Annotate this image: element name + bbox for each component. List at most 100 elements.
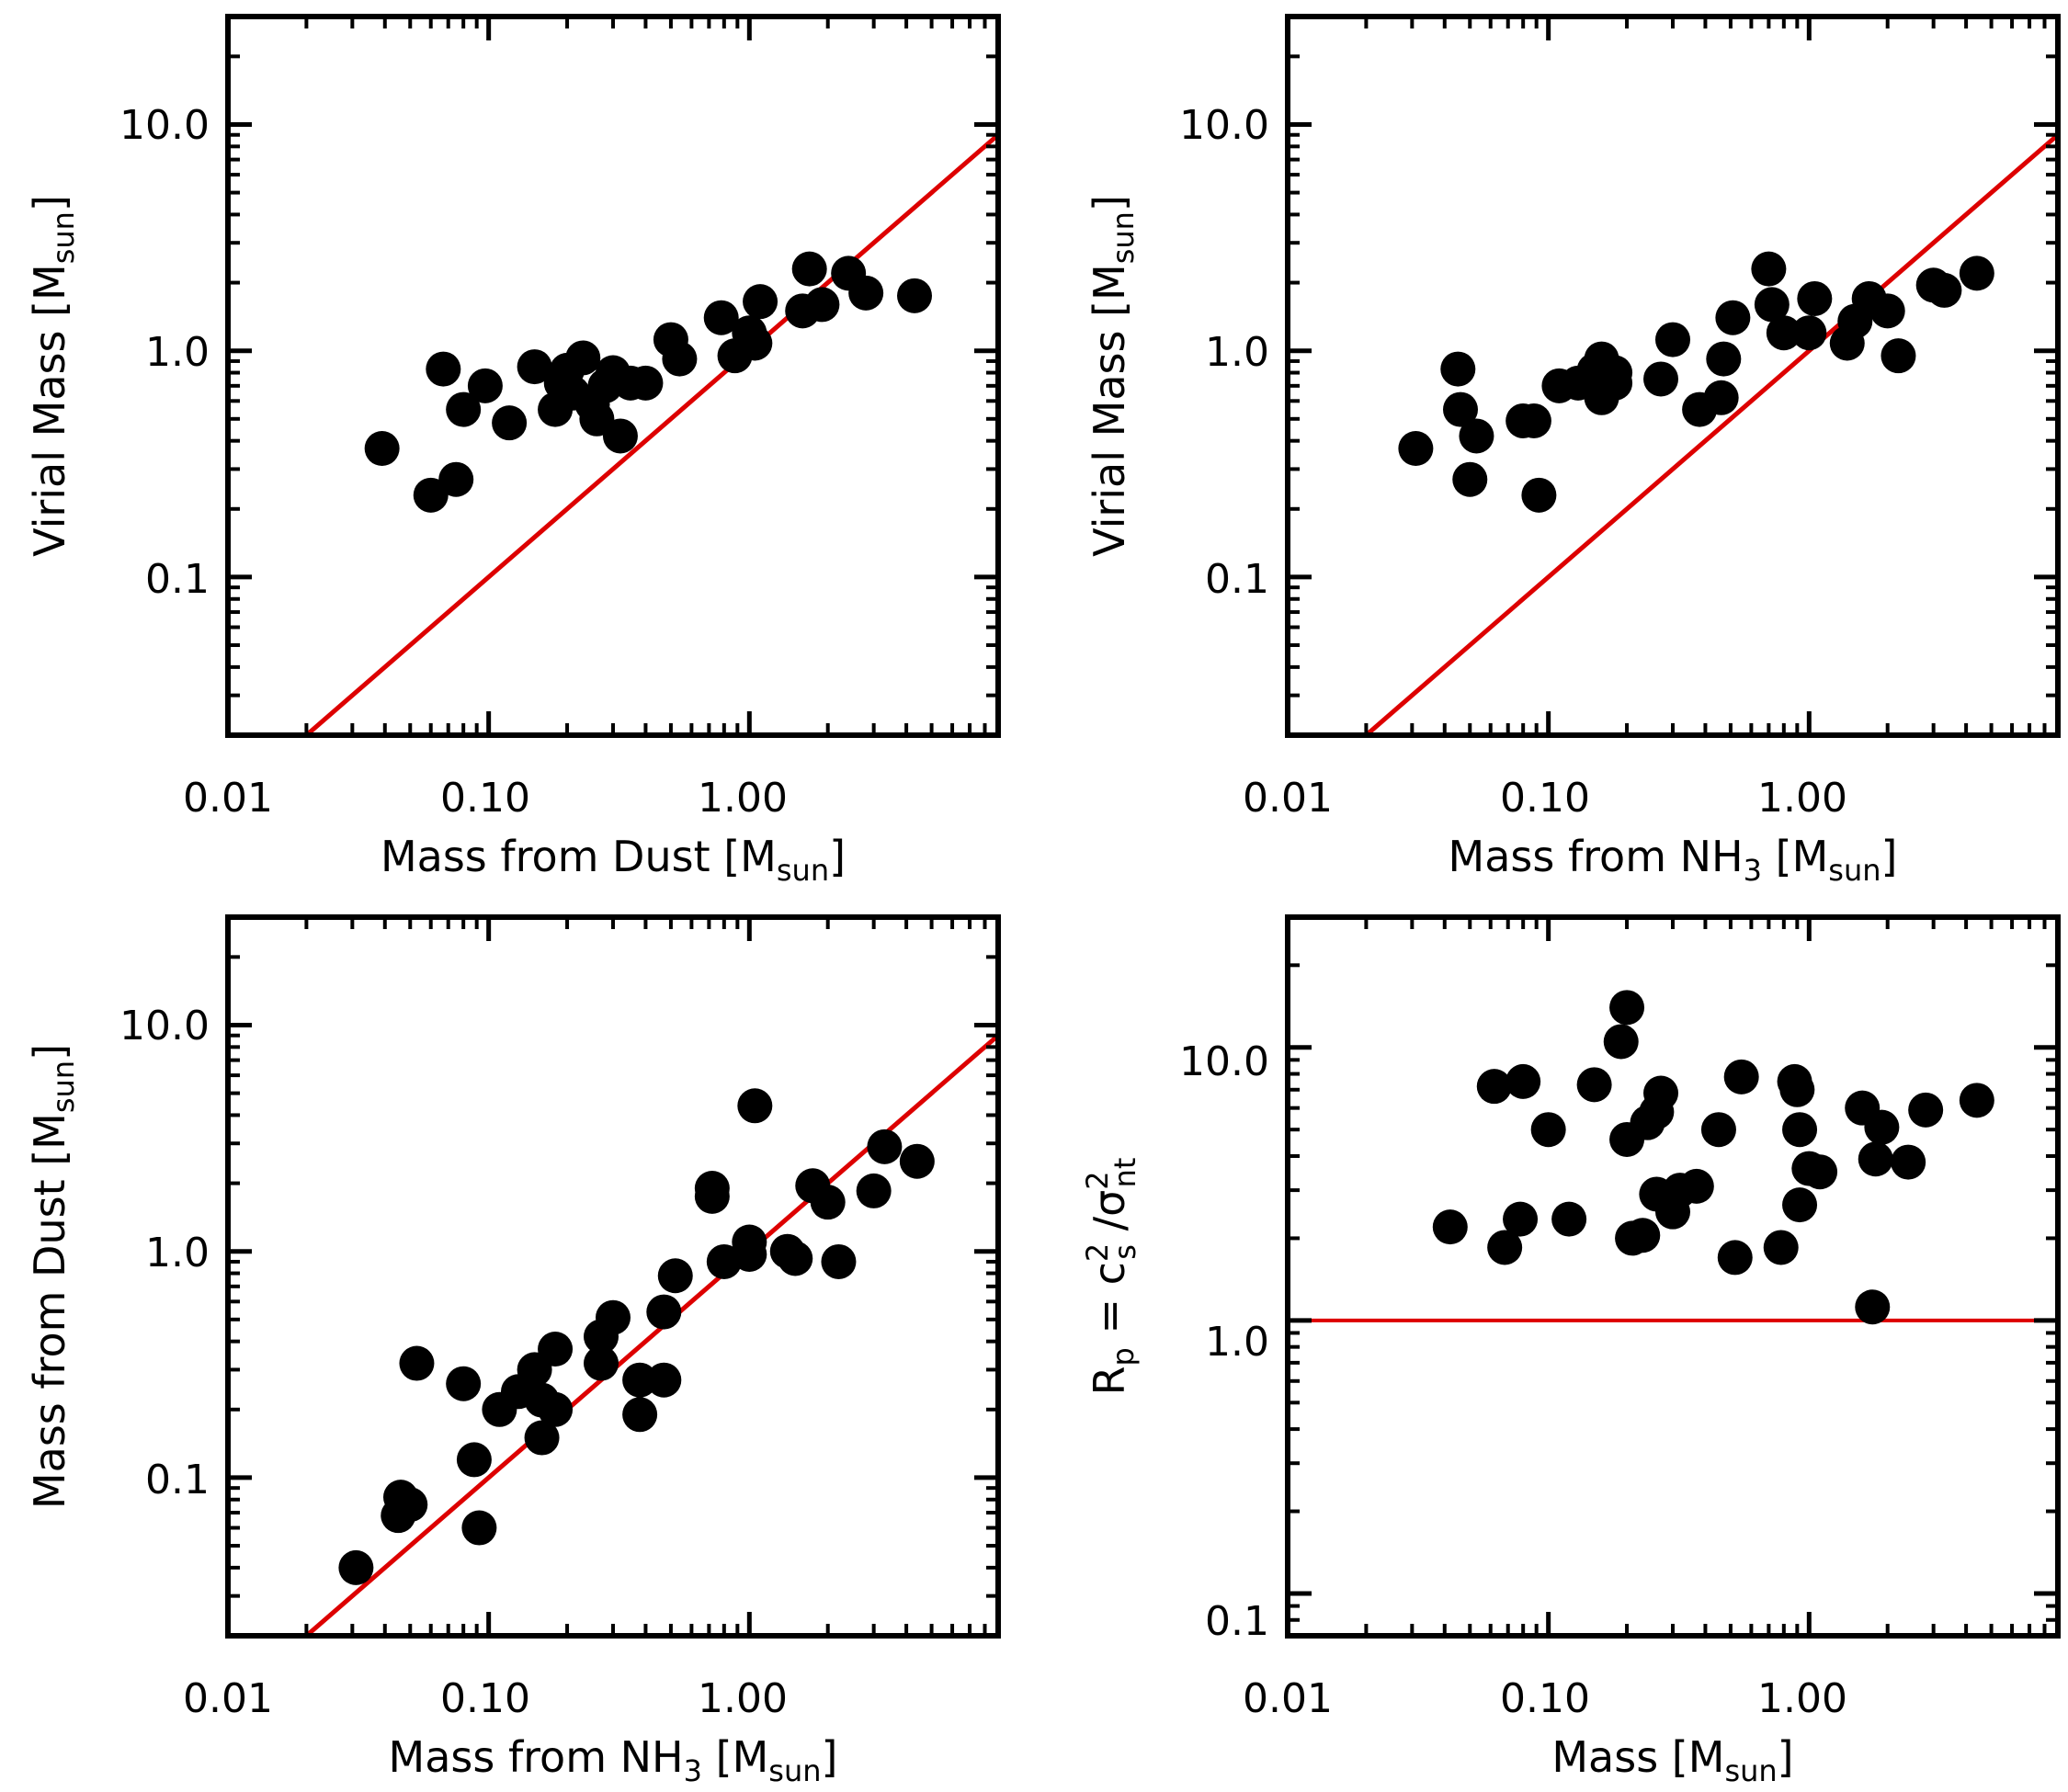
x-axis-title: Mass from NH3 [Msun] <box>1449 832 1898 888</box>
data-point <box>657 1258 693 1294</box>
data-point <box>1864 1109 1900 1145</box>
data-point <box>392 1487 428 1523</box>
data-point <box>1754 287 1790 323</box>
data-point <box>1959 255 1994 291</box>
x-axis-title: Mass from NH3 [Msun] <box>389 1732 838 1788</box>
x-tick-label: 0.10 <box>1500 775 1590 822</box>
data-point <box>628 365 664 401</box>
data-point <box>517 349 552 385</box>
x-tick-label: 0.10 <box>1500 1675 1590 1722</box>
y-tick-label: 1.0 <box>1205 1319 1269 1366</box>
data-point <box>461 1510 497 1546</box>
data-point <box>1858 1141 1893 1177</box>
data-point <box>810 1185 846 1220</box>
y-tick-label: 0.1 <box>145 556 210 603</box>
data-point <box>622 1397 658 1433</box>
data-point <box>1855 1289 1891 1325</box>
y-tick-label: 0.1 <box>1205 1598 1269 1645</box>
data-point <box>867 1129 903 1164</box>
panel-ratio-vs-mass: 0.01 0.10 1.00 0.1 1.0 10.0 Mass [Msun] … <box>1080 914 2061 1788</box>
data-point <box>1432 1209 1468 1245</box>
data-point <box>1440 351 1476 387</box>
data-point <box>538 1391 574 1427</box>
data-point <box>1706 341 1742 377</box>
data-point <box>1597 365 1633 401</box>
x-tick-label: 1.00 <box>1757 1675 1847 1722</box>
data-point <box>1459 418 1494 454</box>
data-point <box>1398 431 1434 467</box>
data-point <box>538 1332 574 1367</box>
data-point <box>584 1345 619 1381</box>
one-to-one-line <box>304 132 998 735</box>
data-point <box>1797 280 1833 316</box>
x-tick-label: 1.00 <box>698 775 788 822</box>
x-tick-label: 1.00 <box>1757 775 1847 822</box>
data-point <box>737 1088 773 1124</box>
panel-dust-vs-nh3: 0.01 0.10 1.00 0.1 1.0 10.0 Mass from NH… <box>25 914 1001 1788</box>
data-point <box>1703 380 1739 415</box>
data-point <box>413 477 449 513</box>
data-point <box>1603 1024 1639 1060</box>
data-points <box>1398 251 1994 513</box>
x-tick-label: 0.01 <box>183 1675 273 1722</box>
x-tick-label: 0.01 <box>183 775 273 822</box>
data-point <box>1869 293 1905 329</box>
data-point <box>1802 1154 1838 1190</box>
y-tick-label: 10.0 <box>1179 102 1269 149</box>
data-point <box>1717 1240 1753 1276</box>
reference-line <box>304 132 998 735</box>
data-point <box>1881 338 1916 374</box>
data-points <box>338 1088 935 1585</box>
y-axis-title: Virial Mass [Msun] <box>1085 195 1141 557</box>
x-tick-label: 1.00 <box>698 1675 788 1722</box>
data-point <box>1506 1063 1541 1099</box>
data-point <box>1908 1092 1944 1128</box>
data-point <box>1576 1067 1612 1103</box>
data-point <box>1782 1112 1818 1148</box>
x-tick-label: 0.10 <box>440 1675 530 1722</box>
reference-line <box>1364 132 2058 735</box>
data-point <box>1521 477 1557 513</box>
data-point <box>1442 391 1478 427</box>
x-tick-label: 0.01 <box>1243 1675 1333 1722</box>
data-point <box>743 284 778 320</box>
data-point <box>364 431 400 467</box>
data-point <box>446 391 482 427</box>
data-point <box>1516 403 1551 438</box>
plot-frame <box>1285 14 2061 738</box>
y-tick-label: 0.1 <box>1205 556 1269 603</box>
one-to-one-line <box>1364 132 2058 735</box>
y-tick-label: 0.1 <box>145 1457 210 1503</box>
data-point <box>1959 1083 1994 1118</box>
data-points <box>1432 990 1994 1325</box>
data-point <box>1643 1075 1679 1111</box>
y-axis-title: Rp = c2s /σ2nt <box>1080 1158 1142 1396</box>
data-point <box>1655 322 1690 357</box>
x-axis-title: Mass [Msun] <box>1551 1732 1793 1788</box>
data-point <box>1723 1059 1759 1094</box>
data-point <box>1891 1144 1926 1180</box>
panel-virial-vs-nh3: 0.01 0.10 1.00 0.1 1.0 10.0 Mass from NH… <box>1085 14 2061 888</box>
data-point <box>446 1366 482 1401</box>
data-point <box>821 1243 857 1279</box>
data-point <box>492 405 528 441</box>
data-point <box>899 1143 935 1179</box>
data-point <box>565 340 601 376</box>
data-point <box>804 287 840 323</box>
data-point <box>1779 1072 1815 1107</box>
data-point <box>1751 251 1787 287</box>
data-point <box>848 275 884 311</box>
data-point <box>646 1294 682 1330</box>
one-to-one-line <box>304 1033 998 1636</box>
plot-frame <box>225 14 1001 738</box>
y-tick-label: 10.0 <box>119 1003 210 1049</box>
reference-line <box>304 1033 998 1636</box>
data-point <box>338 1549 374 1585</box>
data-point <box>737 325 773 361</box>
y-tick-label: 1.0 <box>145 329 210 376</box>
data-point <box>1487 1230 1523 1265</box>
data-point <box>1476 1069 1512 1105</box>
y-axis-title: Mass from Dust [Msun] <box>25 1044 81 1509</box>
data-point <box>732 1224 767 1260</box>
